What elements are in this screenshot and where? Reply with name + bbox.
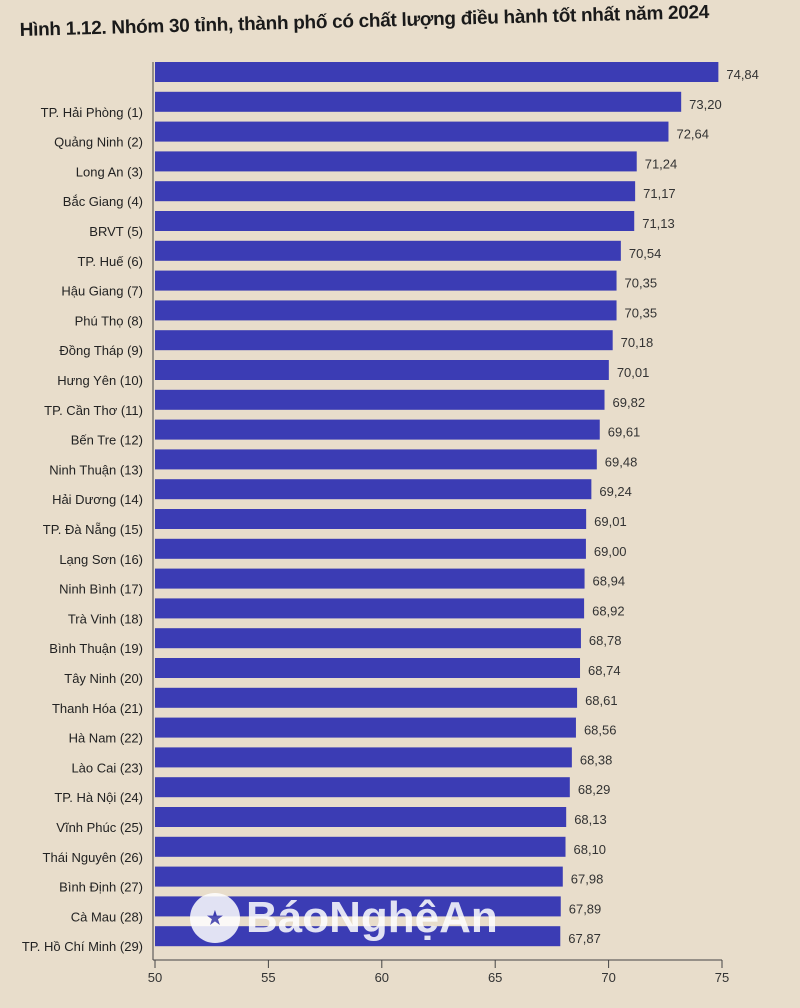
category-label: Hà Nam (22) xyxy=(69,731,143,746)
category-label: TP. Hồ Chí Minh (29) xyxy=(22,939,143,954)
value-label: 67,87 xyxy=(568,931,601,946)
value-label: 70,54 xyxy=(629,246,662,261)
bar xyxy=(155,91,682,112)
bar xyxy=(155,211,635,231)
category-label: Long An (3) xyxy=(76,164,143,179)
bar xyxy=(155,538,586,559)
category-label: Hải Dương (14) xyxy=(52,492,143,507)
value-label: 72,64 xyxy=(676,127,709,142)
value-label: 71,24 xyxy=(645,156,678,171)
value-label: 68,74 xyxy=(588,663,621,678)
category-label: TP. Đà Nẵng (15) xyxy=(43,522,143,537)
value-label: 67,89 xyxy=(569,901,602,916)
value-label: 69,00 xyxy=(594,544,627,559)
category-label: TP. Hà Nội (24) xyxy=(54,790,143,805)
category-label: TP. Cần Thơ (11) xyxy=(44,403,143,418)
value-label: 68,61 xyxy=(585,693,618,708)
value-label: 69,61 xyxy=(608,425,641,440)
bar xyxy=(155,240,621,261)
bar xyxy=(155,270,617,291)
category-label: Cà Mau (28) xyxy=(71,909,143,924)
value-label: 67,98 xyxy=(571,872,604,887)
bar xyxy=(155,479,592,500)
x-tick-label: 55 xyxy=(261,970,275,985)
category-label: Đồng Tháp (9) xyxy=(59,343,143,358)
bar xyxy=(155,389,605,410)
bar xyxy=(155,121,669,142)
bar xyxy=(155,628,581,649)
category-label: TP. Huế (6) xyxy=(77,254,143,269)
category-label: Phú Thọ (8) xyxy=(75,313,143,328)
value-label: 71,17 xyxy=(643,186,676,201)
watermark: ★ BáoNghệAn xyxy=(190,893,498,943)
value-label: 74,84 xyxy=(726,67,759,82)
value-label: 71,13 xyxy=(642,216,675,231)
bar xyxy=(155,62,719,82)
newspaper-logo-icon: ★ xyxy=(190,893,240,943)
value-label: 69,24 xyxy=(599,484,632,499)
bar xyxy=(155,747,572,768)
category-label: Ninh Bình (17) xyxy=(59,582,143,597)
category-label: Trà Vinh (18) xyxy=(68,611,143,626)
value-label: 69,82 xyxy=(613,395,646,410)
x-tick-label: 60 xyxy=(375,970,389,985)
bar xyxy=(155,151,637,172)
bar xyxy=(155,926,561,947)
watermark-text: BáoNghệAn xyxy=(246,893,498,942)
bar xyxy=(155,687,578,708)
value-label: 68,56 xyxy=(584,723,617,738)
bar xyxy=(155,360,609,380)
bar xyxy=(155,181,636,202)
bar xyxy=(155,777,570,798)
category-label: Bình Thuận (19) xyxy=(49,641,143,656)
value-label: 70,35 xyxy=(625,276,658,291)
bar xyxy=(155,866,563,887)
value-label: 69,01 xyxy=(594,514,627,529)
value-label: 68,13 xyxy=(574,812,607,827)
category-label: Tây Ninh (20) xyxy=(64,671,143,686)
category-label: Vĩnh Phúc (25) xyxy=(56,820,143,835)
x-tick-label: 50 xyxy=(148,970,162,985)
bar xyxy=(155,598,585,619)
category-label: Ninh Thuận (13) xyxy=(49,462,143,477)
value-label: 69,48 xyxy=(605,454,638,469)
bar xyxy=(155,836,566,857)
bar xyxy=(155,717,576,738)
bar xyxy=(155,896,561,917)
bar xyxy=(155,449,597,470)
category-label: Lạng Sơn (16) xyxy=(59,552,143,567)
bar xyxy=(155,419,600,440)
category-label: Bắc Giang (4) xyxy=(63,194,143,209)
category-label: Hưng Yên (10) xyxy=(57,373,143,388)
value-label: 70,18 xyxy=(621,335,654,350)
bar xyxy=(155,568,585,589)
bar xyxy=(155,658,581,678)
value-label: 73,20 xyxy=(689,97,722,112)
category-label: Lào Cai (23) xyxy=(71,760,143,775)
value-label: 68,78 xyxy=(589,633,622,648)
category-label: Thanh Hóa (21) xyxy=(52,701,143,716)
value-label: 70,01 xyxy=(617,365,650,380)
category-label: Quảng Ninh (2) xyxy=(54,135,143,150)
value-label: 68,92 xyxy=(592,603,625,618)
value-label: 68,94 xyxy=(593,574,626,589)
bar xyxy=(155,330,613,351)
category-label: BRVT (5) xyxy=(89,224,143,239)
category-label: TP. Hải Phòng (1) xyxy=(41,105,143,120)
category-label: Bình Định (27) xyxy=(59,880,143,895)
value-label: 70,35 xyxy=(625,305,658,320)
x-tick-label: 65 xyxy=(488,970,502,985)
value-label: 68,10 xyxy=(574,842,607,857)
bar xyxy=(155,509,587,529)
value-label: 68,38 xyxy=(580,752,613,767)
category-label: Thái Nguyên (26) xyxy=(43,850,143,865)
category-label: Hậu Giang (7) xyxy=(61,284,143,299)
x-tick-label: 70 xyxy=(601,970,615,985)
bar xyxy=(155,807,567,827)
bar xyxy=(155,300,617,321)
x-tick-label: 75 xyxy=(715,970,729,985)
category-label: Bến Tre (12) xyxy=(71,433,143,448)
value-label: 68,29 xyxy=(578,782,611,797)
